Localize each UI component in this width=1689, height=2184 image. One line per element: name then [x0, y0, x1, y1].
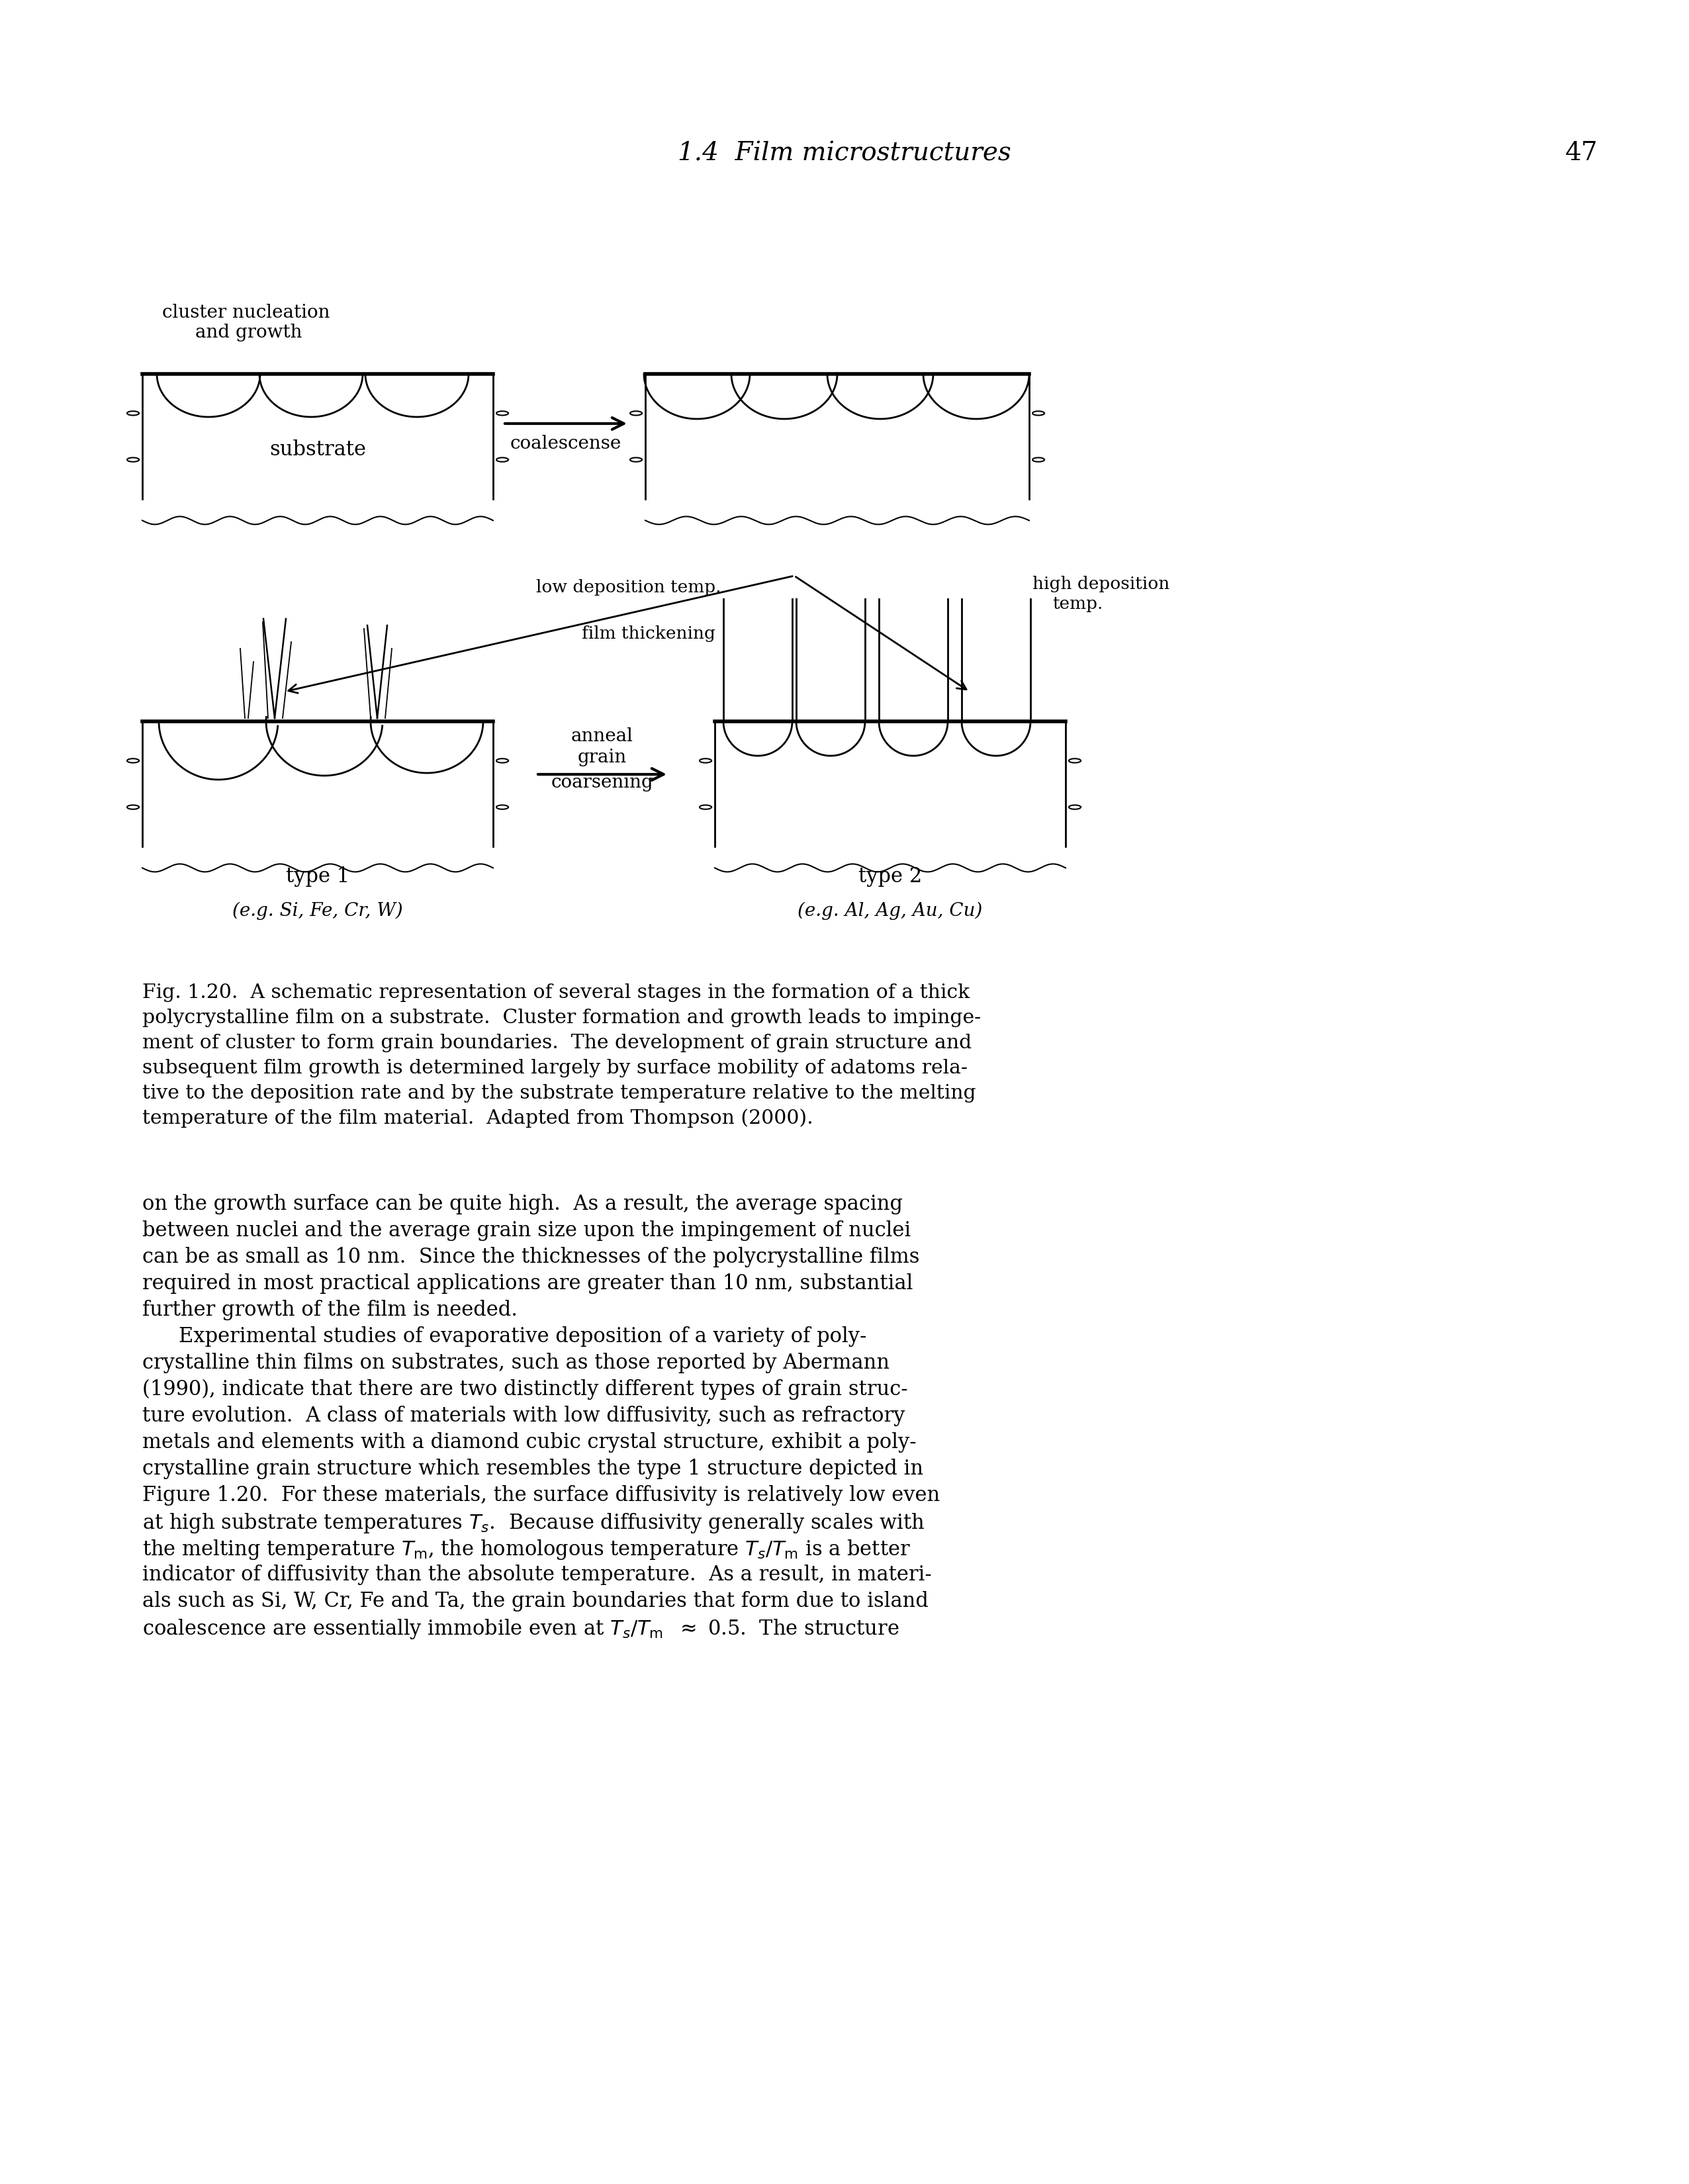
Text: between nuclei and the average grain size upon the impingement of nuclei: between nuclei and the average grain siz… — [142, 1221, 910, 1241]
Text: temperature of the film material.  Adapted from Thompson (2000).: temperature of the film material. Adapte… — [142, 1109, 812, 1127]
Text: 1.4  Film microstructures: 1.4 Film microstructures — [677, 142, 1012, 166]
Text: cluster nucleation: cluster nucleation — [162, 304, 329, 321]
Text: further growth of the film is needed.: further growth of the film is needed. — [142, 1299, 517, 1319]
Text: tive to the deposition rate and by the substrate temperature relative to the mel: tive to the deposition rate and by the s… — [142, 1083, 976, 1103]
Text: 47: 47 — [1566, 142, 1598, 166]
Text: coarsening: coarsening — [551, 773, 654, 791]
Text: indicator of diffusivity than the absolute temperature.  As a result, in materi-: indicator of diffusivity than the absolu… — [142, 1564, 932, 1586]
Text: crystalline thin films on substrates, such as those reported by Abermann: crystalline thin films on substrates, su… — [142, 1352, 890, 1374]
Text: grain: grain — [578, 749, 627, 767]
Text: ment of cluster to form grain boundaries.  The development of grain structure an: ment of cluster to form grain boundaries… — [142, 1033, 971, 1053]
Text: (1990), indicate that there are two distinctly different types of grain struc-: (1990), indicate that there are two dist… — [142, 1378, 907, 1400]
Text: Fig. 1.20.  A schematic representation of several stages in the formation of a t: Fig. 1.20. A schematic representation of… — [142, 983, 969, 1002]
Text: at high substrate temperatures $T_s$.  Because diffusivity generally scales with: at high substrate temperatures $T_s$. Be… — [142, 1511, 926, 1535]
Text: crystalline grain structure which resembles the type 1 structure depicted in: crystalline grain structure which resemb… — [142, 1459, 924, 1479]
Text: high deposition: high deposition — [1032, 577, 1169, 592]
Text: temp.: temp. — [1052, 596, 1103, 612]
Text: film thickening: film thickening — [581, 625, 716, 642]
Text: substrate: substrate — [269, 439, 367, 461]
Text: coalescence are essentially immobile even at $T_s/T_{\rm m}$  $\approx$ 0.5.  Th: coalescence are essentially immobile eve… — [142, 1616, 899, 1640]
Text: can be as small as 10 nm.  Since the thicknesses of the polycrystalline films: can be as small as 10 nm. Since the thic… — [142, 1247, 919, 1267]
Text: type 2: type 2 — [858, 867, 922, 887]
Text: and growth: and growth — [196, 323, 302, 341]
Text: low deposition temp.: low deposition temp. — [535, 579, 721, 596]
Text: required in most practical applications are greater than 10 nm, substantial: required in most practical applications … — [142, 1273, 914, 1293]
Text: coalescense: coalescense — [510, 435, 622, 452]
Text: anneal: anneal — [571, 727, 633, 745]
Text: on the growth surface can be quite high.  As a result, the average spacing: on the growth surface can be quite high.… — [142, 1195, 902, 1214]
Text: (e.g. Si, Fe, Cr, W): (e.g. Si, Fe, Cr, W) — [233, 902, 404, 919]
Text: ture evolution.  A class of materials with low diffusivity, such as refractory: ture evolution. A class of materials wit… — [142, 1406, 905, 1426]
Text: the melting temperature $T_{\rm m}$, the homologous temperature $T_s/T_{\rm m}$ : the melting temperature $T_{\rm m}$, the… — [142, 1538, 910, 1562]
Text: als such as Si, W, Cr, Fe and Ta, the grain boundaries that form due to island: als such as Si, W, Cr, Fe and Ta, the gr… — [142, 1590, 929, 1612]
Text: type 1: type 1 — [285, 867, 350, 887]
Text: (e.g. Al, Ag, Au, Cu): (e.g. Al, Ag, Au, Cu) — [797, 902, 983, 919]
Text: Figure 1.20.  For these materials, the surface diffusivity is relatively low eve: Figure 1.20. For these materials, the su… — [142, 1485, 941, 1505]
Text: metals and elements with a diamond cubic crystal structure, exhibit a poly-: metals and elements with a diamond cubic… — [142, 1433, 917, 1452]
Text: polycrystalline film on a substrate.  Cluster formation and growth leads to impi: polycrystalline film on a substrate. Clu… — [142, 1009, 981, 1026]
Text: Experimental studies of evaporative deposition of a variety of poly-: Experimental studies of evaporative depo… — [179, 1326, 866, 1348]
Text: subsequent film growth is determined largely by surface mobility of adatoms rela: subsequent film growth is determined lar… — [142, 1059, 968, 1077]
